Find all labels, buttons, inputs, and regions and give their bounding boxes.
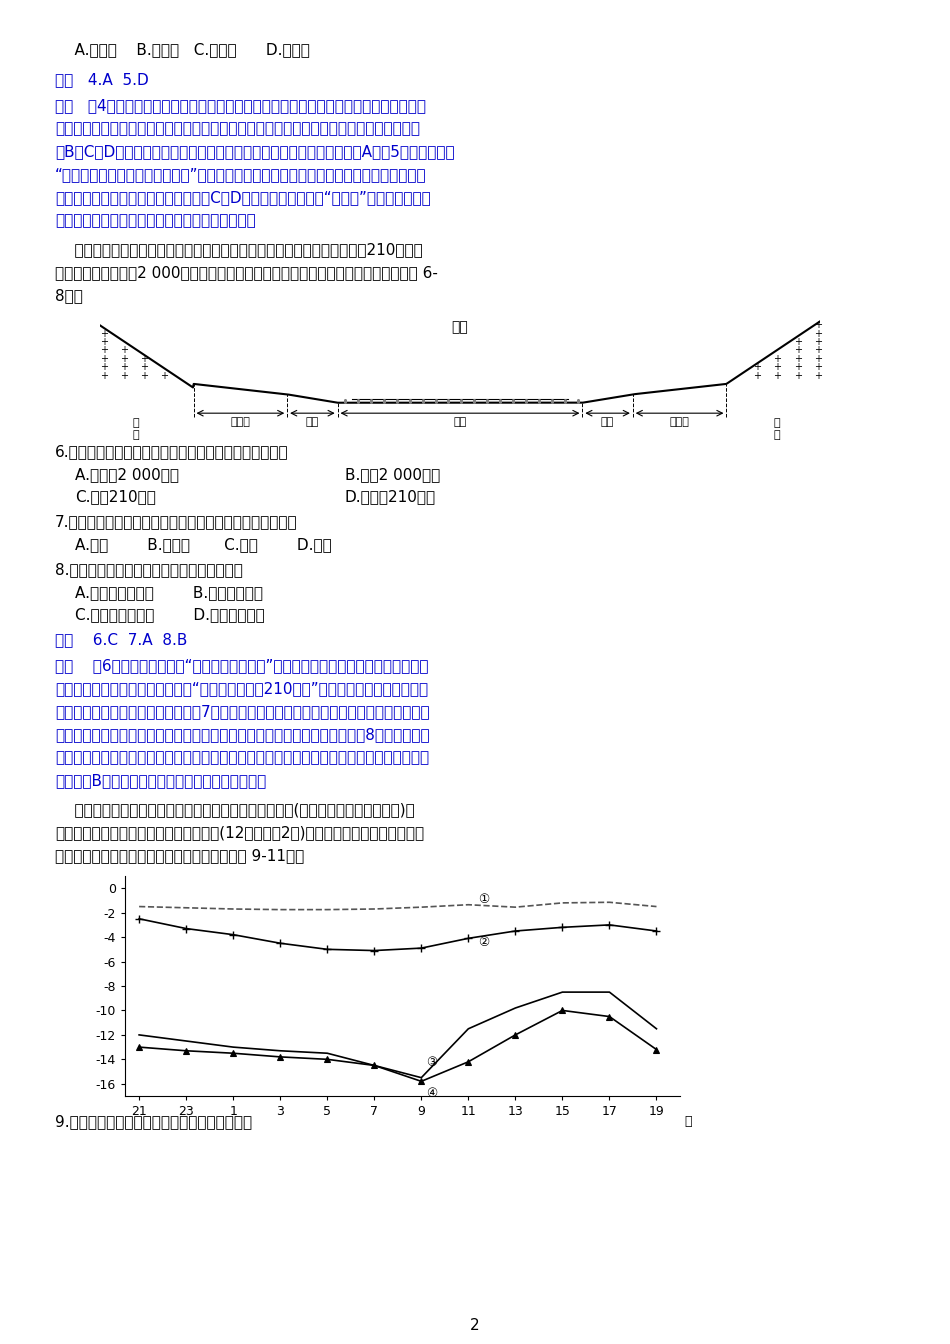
- Text: +: +: [793, 337, 802, 347]
- Text: 优势。而没有材料表明海德堡的原料和设备成本较低，材料里提到海德堡人力成本高，故排: 优势。而没有材料表明海德堡的原料和设备成本较低，材料里提到海德堡人力成本高，故排: [55, 121, 420, 136]
- Text: 洪积扇: 洪积扇: [670, 417, 690, 427]
- Text: +: +: [120, 345, 127, 355]
- Text: +: +: [100, 353, 107, 364]
- Text: +: +: [140, 353, 148, 364]
- Text: 8.如果该流域大量种植耐旱植物，可能会导致: 8.如果该流域大量种植耐旱植物，可能会导致: [55, 562, 243, 577]
- Text: 8题。: 8题。: [55, 288, 83, 302]
- Text: 效果显著。下图中的曲线示意当地寒冷期(12月至次年2月)丰、枯雪年的平均气温日变化: 效果显著。下图中的曲线示意当地寒冷期(12月至次年2月)丰、枯雪年的平均气温日变…: [55, 825, 424, 840]
- Text: 答案   4.A  5.D: 答案 4.A 5.D: [55, 73, 149, 87]
- Text: +: +: [814, 320, 822, 331]
- Text: 答案    6.C  7.A  8.B: 答案 6.C 7.A 8.B: [55, 632, 187, 646]
- Text: ①: ①: [478, 894, 489, 906]
- Text: 则会引起盐湖面积的扩大或缩小。第7题，从图中可以看出，坡面地势最高，坡度最大，最不: 则会引起盐湖面积的扩大或缩小。第7题，从图中可以看出，坡面地势最高，坡度最大，最…: [55, 704, 429, 719]
- Text: A.坡面        B.洪积扇       C.河谷        D.湖盆: A.坡面 B.洪积扇 C.河谷 D.湖盆: [75, 538, 332, 552]
- Text: +: +: [100, 337, 107, 347]
- Text: +: +: [100, 371, 107, 380]
- Text: 6.盐湖面积多年稳定，表明该流域的多年平均实际蔓发量: 6.盐湖面积多年稳定，表明该流域的多年平均实际蔓发量: [55, 444, 289, 460]
- Text: +: +: [753, 371, 761, 380]
- Text: A.湖盆蔓发量增多        B.盐湖面积缩小: A.湖盆蔓发量增多 B.盐湖面积缩小: [75, 585, 263, 599]
- Text: A.远大于2 000毫米: A.远大于2 000毫米: [75, 466, 179, 482]
- Text: +: +: [100, 329, 107, 339]
- Text: 但湖面年蔓发量可达2 000毫米，湖水浅，盐度饱和，水下已形成较厚盐层。据此完成 6-: 但湖面年蔓发量可达2 000毫米，湖水浅，盐度饱和，水下已形成较厚盐层。据此完成…: [55, 265, 438, 280]
- Text: +: +: [753, 362, 761, 372]
- Text: +: +: [814, 371, 822, 380]
- Text: 河谷: 河谷: [601, 417, 615, 427]
- Text: 9.图中表示枯雪年膜内平均温度日变化的曲线是: 9.图中表示枯雪年膜内平均温度日变化的曲线是: [55, 1114, 252, 1129]
- Text: 和丰、枯雪年的膜内平均温度日变化。据此完成 9-11题。: 和丰、枯雪年的膜内平均温度日变化。据此完成 9-11题。: [55, 848, 304, 863]
- Text: +: +: [100, 362, 107, 372]
- Text: +: +: [814, 362, 822, 372]
- Text: +: +: [773, 353, 782, 364]
- Text: 这等于说其产品品质高、质量好，故选C、D选项是一个干扰项，“款式新”只代表产品的外: 这等于说其产品品质高、质量好，故选C、D选项是一个干扰项，“款式新”只代表产品的…: [55, 190, 430, 206]
- Text: 下图示意我国西北某闭合流域的剑面。该流域气候较干，年均降水量仅为210毫米，: 下图示意我国西北某闭合流域的剑面。该流域气候较干，年均降水量仅为210毫米，: [55, 242, 423, 257]
- Text: 盐湖: 盐湖: [451, 320, 468, 335]
- Text: 小，故选B。其他选项干扰度不大，均与植物无关。: 小，故选B。其他选项干扰度不大，均与植物无关。: [55, 773, 266, 788]
- Text: D.远小于210毫米: D.远小于210毫米: [345, 489, 436, 504]
- Text: +: +: [100, 345, 107, 355]
- Text: 地区水资源缺乏，种植大量植物会吸收地下水，增加下渗，导致地表水资源减少，盐湖面积缩: 地区水资源缺乏，种植大量植物会吸收地下水，增加下渗，导致地表水资源减少，盐湖面积…: [55, 750, 429, 765]
- Text: 河谷: 河谷: [306, 417, 319, 427]
- Text: +: +: [793, 362, 802, 372]
- Text: 观新颖，不能代表产品的功能和质量好，故排除。: 观新颖，不能代表产品的功能和质量好，故排除。: [55, 212, 256, 228]
- Text: 利于留存地表水。地表水向低处流走，故坡面地表水最少，蔓发量也最小。第8题，我国西北: 利于留存地表水。地表水向低处流走，故坡面地表水最少，蔓发量也最小。第8题，我国西…: [55, 727, 429, 742]
- Text: 本保持平衡，因为盐湖附近流域的“年均降水量仅为210毫米”，故蔓发量应与之相当。否: 本保持平衡，因为盐湖附近流域的“年均降水量仅为210毫米”，故蔓发量应与之相当。…: [55, 681, 428, 696]
- Text: C.湖水富养化加重        D.湖水盐度增大: C.湖水富养化加重 D.湖水盐度增大: [75, 607, 265, 622]
- Text: “不断刺激海德堡印刷机技术革新”的信息，说明海德堡印刷机生产技术不断革新，功能多，: “不断刺激海德堡印刷机技术革新”的信息，说明海德堡印刷机生产技术不断革新，功能多…: [55, 167, 427, 181]
- Text: ②: ②: [478, 935, 489, 949]
- Text: +: +: [793, 345, 802, 355]
- Text: +: +: [140, 371, 148, 380]
- Text: 洪积扇: 洪积扇: [231, 417, 251, 427]
- Text: B.约为2 000毫米: B.约为2 000毫米: [345, 466, 440, 482]
- Text: +: +: [793, 371, 802, 380]
- Text: +: +: [120, 362, 127, 372]
- Text: 坡
面: 坡 面: [773, 418, 780, 439]
- Text: 除B、C、D。大量相关产业集聚的重要目的之一是利用共同的市场，故选A。第5题，题目中有: 除B、C、D。大量相关产业集聚的重要目的之一是利用共同的市场，故选A。第5题，题…: [55, 144, 455, 159]
- Text: +: +: [120, 371, 127, 380]
- Text: ③: ③: [426, 1056, 437, 1070]
- Text: 7.流域不同部位实际蔓发量差异显著，实际蔓发量最小的是: 7.流域不同部位实际蔓发量差异显著，实际蔓发量最小的是: [55, 513, 297, 530]
- Text: 解析    第6题，题目中提到，“盐湖面积多年稳定”，说明这些年盐湖的蔓发量和降水量基: 解析 第6题，题目中提到，“盐湖面积多年稳定”，说明这些年盐湖的蔓发量和降水量基: [55, 659, 428, 673]
- Text: A.产量大    B.价格低   C.款式新      D.质量优: A.产量大 B.价格低 C.款式新 D.质量优: [55, 42, 310, 56]
- Text: +: +: [773, 362, 782, 372]
- Text: 解析   第4题，造纸、油墨和制版企业等相关产业在海德堡集聚的是为了利用海德堡的区位: 解析 第4题，造纸、油墨和制版企业等相关产业在海德堡集聚的是为了利用海德堡的区位: [55, 98, 426, 113]
- Text: +: +: [814, 353, 822, 364]
- Text: 时: 时: [684, 1116, 692, 1129]
- Text: 坡
面: 坡 面: [133, 418, 140, 439]
- Text: +: +: [814, 337, 822, 347]
- Text: +: +: [161, 371, 168, 380]
- Text: +: +: [140, 362, 148, 372]
- Text: 我国某地为保证葡萄植株安全越冬，采用双层覆膜技术(两层覆膜间留有一定空间)，: 我国某地为保证葡萄植株安全越冬，采用双层覆膜技术(两层覆膜间留有一定空间)，: [55, 802, 415, 817]
- Text: +: +: [120, 353, 127, 364]
- Text: +: +: [793, 353, 802, 364]
- Text: +: +: [814, 329, 822, 339]
- Text: 湖盆: 湖盆: [453, 417, 466, 427]
- Text: 2: 2: [470, 1318, 480, 1333]
- Text: +: +: [814, 345, 822, 355]
- Text: ④: ④: [426, 1087, 437, 1099]
- Text: +: +: [773, 371, 782, 380]
- Text: C.约为210毫米: C.约为210毫米: [75, 489, 156, 504]
